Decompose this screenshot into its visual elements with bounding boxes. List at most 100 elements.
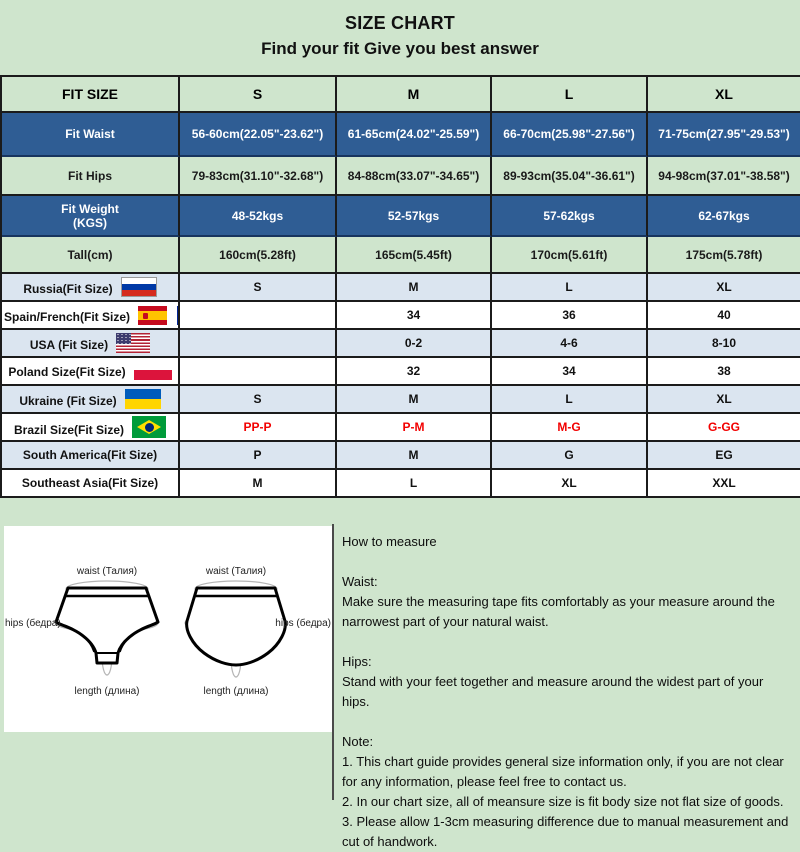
size-value-cell: P-M — [337, 414, 492, 442]
row-spain-french: Spain/French(Fit Size) 34 36 40 — [2, 302, 800, 330]
table-header-row: FIT SIZE S M L XL — [2, 77, 800, 113]
row-tall: Tall(cm) 160cm(5.28ft) 165cm(5.45ft) 170… — [2, 237, 800, 274]
size-value-cell: 71-75cm(27.95"-29.53") — [648, 113, 800, 157]
header-size-xl: XL — [648, 77, 800, 113]
row-southeast-asia: Southeast Asia(Fit Size) M L XL XXL — [2, 470, 800, 498]
page-subtitle: Find your fit Give you best answer — [261, 39, 539, 58]
hips-label-front: hips (бедра) — [5, 617, 61, 629]
size-value-cell — [180, 330, 337, 358]
row-label: Fit Weight (KGS) — [2, 196, 180, 237]
page-title: SIZE CHART — [345, 13, 455, 33]
size-value-cell: L — [337, 470, 492, 498]
size-value-cell: 170cm(5.61ft) — [492, 237, 648, 274]
size-value-cell: P — [180, 442, 337, 470]
size-value-cell: 32 — [337, 358, 492, 386]
size-value-cell: 160cm(5.28ft) — [180, 237, 337, 274]
row-fit-hips: Fit Hips 79-83cm(31.10"-32.68") 84-88cm(… — [2, 157, 800, 196]
measurement-diagram: waist (Талия) waist (Талия) hips (бедра)… — [4, 526, 332, 732]
length-label-back: length (длина) — [203, 686, 268, 697]
size-value-cell: 165cm(5.45ft) — [337, 237, 492, 274]
waist-heading: Waist: — [342, 574, 378, 589]
note-item-2: 2. In our chart size, all of meansure si… — [342, 794, 784, 809]
row-fit-weight: Fit Weight (KGS) 48-52kgs 52-57kgs 57-62k… — [2, 196, 800, 237]
size-value-cell: 56-60cm(22.05"-23.62") — [180, 113, 337, 157]
size-value-cell: 4-6 — [492, 330, 648, 358]
vertical-divider — [332, 524, 334, 800]
size-value-cell: 52-57kgs — [337, 196, 492, 237]
size-value-cell: XXL — [648, 470, 800, 498]
row-poland: Poland Size(Fit Size) 32 34 38 — [2, 358, 800, 386]
row-label: Fit Hips — [2, 157, 180, 196]
size-value-cell: 66-70cm(25.98"-27.56") — [492, 113, 648, 157]
size-value-cell: 175cm(5.78ft) — [648, 237, 800, 274]
size-value-cell: 89-93cm(35.04"-36.61") — [492, 157, 648, 196]
row-label: South America(Fit Size) — [2, 442, 180, 470]
size-value-cell: 79-83cm(31.10"-32.68") — [180, 157, 337, 196]
size-value-cell: EG — [648, 442, 800, 470]
size-value-cell: 94-98cm(37.01"-38.58") — [648, 157, 800, 196]
row-label: Russia(Fit Size) — [2, 274, 180, 302]
usa-flag-icon — [116, 333, 151, 353]
size-value-cell: M-G — [492, 414, 648, 442]
ukraine-flag-icon — [124, 389, 161, 409]
size-value-cell: 84-88cm(33.07"-34.65") — [337, 157, 492, 196]
row-label: Spain/French(Fit Size) — [2, 302, 180, 330]
size-value-cell: XL — [648, 274, 800, 302]
row-brazil: Brazil Size(Fit Size) PP-P P-M M-G G-GG — [2, 414, 800, 442]
french-flag-icon — [177, 305, 178, 325]
size-value-cell: 0-2 — [337, 330, 492, 358]
row-south-america: South America(Fit Size) P M G EG — [2, 442, 800, 470]
row-ukraine: Ukraine (Fit Size) S M L XL — [2, 386, 800, 414]
note-section: Note: 1. This chart guide provides gener… — [342, 732, 794, 852]
size-value-cell — [180, 358, 337, 386]
row-label: Brazil Size(Fit Size) — [2, 414, 180, 442]
brazil-flag-icon — [132, 416, 167, 438]
row-label: USA (Fit Size) — [2, 330, 180, 358]
size-value-cell: 61-65cm(24.02"-25.59") — [337, 113, 492, 157]
size-value-cell — [180, 302, 337, 330]
waist-label-front: waist (Талия) — [76, 566, 137, 577]
length-label-front: length (длина) — [74, 686, 139, 697]
size-value-cell: 48-52kgs — [180, 196, 337, 237]
size-value-cell: G-GG — [648, 414, 800, 442]
panties-diagram-illustration: waist (Талия) waist (Талия) hips (бедра)… — [5, 566, 331, 697]
header-size-l: L — [492, 77, 648, 113]
size-value-cell: 38 — [648, 358, 800, 386]
size-value-cell: S — [180, 386, 337, 414]
waist-text: Make sure the measuring tape fits comfor… — [342, 594, 775, 629]
size-chart-table: FIT SIZE S M L XL Fit Waist 56-60cm(22.0… — [0, 75, 800, 498]
row-label: Tall(cm) — [2, 237, 180, 274]
size-value-cell: PP-P — [180, 414, 337, 442]
row-label: Fit Waist — [2, 113, 180, 157]
waist-label-back: waist (Талия) — [205, 566, 266, 577]
size-value-cell: 34 — [337, 302, 492, 330]
hips-text: Stand with your feet together and measur… — [342, 674, 764, 709]
size-value-cell: 8-10 — [648, 330, 800, 358]
size-value-cell: M — [337, 386, 492, 414]
note-heading: Note: — [342, 734, 374, 749]
size-value-cell: L — [492, 274, 648, 302]
row-label: Poland Size(Fit Size) — [2, 358, 180, 386]
size-value-cell: S — [180, 274, 337, 302]
header-fit-size: FIT SIZE — [2, 77, 180, 113]
waist-instructions: Waist: Make sure the measuring tape fits… — [342, 572, 794, 632]
spain-flag-icon — [138, 305, 168, 325]
size-value-cell: G — [492, 442, 648, 470]
hips-label-back: hips (бедра) — [275, 617, 331, 629]
size-value-cell: M — [180, 470, 337, 498]
size-value-cell: 40 — [648, 302, 800, 330]
bottom-section: waist (Талия) waist (Талия) hips (бедра)… — [0, 524, 800, 849]
size-value-cell: 36 — [492, 302, 648, 330]
row-russia: Russia(Fit Size) S M L XL — [2, 274, 800, 302]
how-to-measure-title: How to measure — [342, 534, 437, 549]
size-value-cell: L — [492, 386, 648, 414]
russia-flag-icon — [120, 277, 157, 297]
note-item-3: 3. Please allow 1-3cm measuring differen… — [342, 814, 789, 849]
title-block: SIZE CHART Find your fit Give you best a… — [0, 0, 800, 75]
row-label: Southeast Asia(Fit Size) — [2, 470, 180, 498]
hips-heading: Hips: — [342, 654, 372, 669]
row-label: Ukraine (Fit Size) — [2, 386, 180, 414]
how-to-measure-section: How to measure Waist: Make sure the meas… — [342, 532, 794, 852]
hips-instructions: Hips: Stand with your feet together and … — [342, 652, 794, 712]
note-item-1: 1. This chart guide provides general siz… — [342, 754, 784, 789]
